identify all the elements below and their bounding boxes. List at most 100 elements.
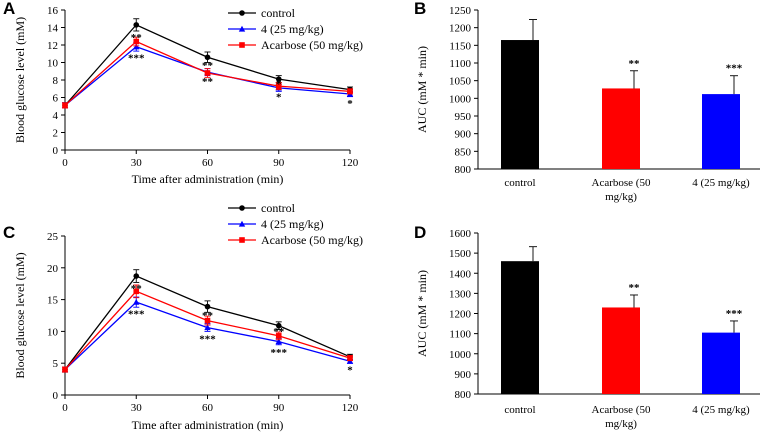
significance-label: * (347, 98, 353, 110)
significance-label: *** (271, 347, 288, 359)
significance-label: ** (629, 282, 641, 294)
legend-label: Acarbose (50 mg/kg) (261, 233, 363, 247)
y-tick-label: 950 (455, 111, 472, 123)
y-tick-label: 1050 (449, 76, 472, 88)
significance-label: ** (202, 310, 214, 322)
y-tick-label: 900 (455, 129, 472, 141)
data-point (347, 355, 353, 361)
category-label: 4 (25 mg/kg) (692, 177, 750, 189)
bar (602, 88, 640, 169)
x-tick-label: 120 (342, 157, 359, 169)
y-tick-label: 16 (47, 5, 59, 17)
significance-label: *** (726, 63, 743, 75)
y-tick-label: 800 (455, 164, 472, 176)
y-tick-label: 850 (455, 146, 472, 158)
y-tick-label: 8 (53, 75, 59, 87)
x-tick-label: 60 (202, 402, 214, 414)
bar-chart-d: D 800 900 1000 1100 1200 1300 1400 1500 1600 AUC (… (414, 223, 760, 430)
y-tick-label: 10 (47, 58, 59, 70)
y-axis-title: AUC (mM * min) (415, 270, 429, 357)
category-label: 4 (25 mg/kg) (692, 404, 750, 416)
data-point (204, 54, 211, 61)
y-tick-label: 1300 (449, 288, 472, 300)
y-tick-label: 1200 (449, 23, 472, 35)
significance-label: *** (128, 52, 145, 64)
data-point (275, 338, 282, 345)
panel-letter: A (3, 0, 15, 18)
significance-label: * (276, 92, 282, 104)
significance-label: ** (202, 60, 214, 72)
y-tick-label: 5 (53, 358, 59, 370)
x-tick-label: 0 (62, 402, 68, 414)
significance-label: ** (629, 58, 641, 70)
legend-marker (238, 25, 246, 32)
data-point (275, 83, 282, 89)
significance-label: *** (128, 309, 145, 321)
data-point (133, 288, 140, 295)
y-tick-label: 20 (47, 263, 59, 275)
y-axis-title: Blood glucose level (mM) (13, 252, 27, 378)
y-tick-label: 10 (47, 326, 59, 338)
x-tick-label: 90 (273, 402, 285, 414)
y-tick-label: 12 (47, 40, 58, 52)
legend-marker (239, 205, 245, 211)
y-tick-label: 6 (53, 93, 59, 105)
x-tick-label: 120 (342, 402, 359, 414)
data-point (62, 102, 68, 109)
data-point (204, 317, 211, 324)
x-tick-label: 0 (62, 157, 68, 169)
bar (602, 307, 640, 394)
bar (702, 94, 740, 169)
category-label: control (504, 177, 535, 189)
data-point (133, 22, 140, 28)
y-tick-label: 14 (47, 23, 59, 35)
panel-letter: D (414, 223, 426, 242)
legend-label: control (261, 201, 296, 215)
y-tick-label: 2 (53, 128, 59, 140)
y-tick-label: 800 (455, 389, 472, 401)
y-tick-label: 1100 (449, 58, 471, 70)
data-point (133, 43, 140, 50)
legend-label: 4 (25 mg/kg) (261, 22, 324, 36)
data-point (133, 38, 140, 45)
data-point (204, 324, 211, 331)
bar-chart-b: B 800 850 900 950 1000 1050 1100 1150 1200 1250 AUC… (414, 0, 760, 203)
category-label: mg/kg) (605, 191, 637, 203)
legend-label: control (261, 6, 296, 20)
line-chart-c: C 0 5 10 15 20 25 0 30 60 90 120 Time after administ… (3, 201, 363, 432)
legend-marker (239, 10, 245, 16)
category-label: Acarbose (50 (592, 404, 651, 416)
significance-label: ** (131, 32, 143, 44)
data-point (347, 88, 353, 95)
x-tick-label: 30 (131, 157, 143, 169)
y-axis-title: AUC (mM * min) (415, 46, 429, 133)
significance-label: *** (199, 333, 216, 345)
data-point (204, 303, 211, 310)
panel-letter: C (3, 223, 15, 242)
significance-label: * (276, 79, 282, 91)
x-tick-label: 30 (131, 402, 143, 414)
y-tick-label: 1150 (449, 40, 471, 52)
bar (501, 261, 539, 394)
y-tick-label: 0 (53, 390, 59, 402)
legend-marker (239, 42, 245, 48)
x-tick-label: 90 (273, 157, 285, 169)
category-label: Acarbose (50 (592, 177, 651, 189)
category-label: control (504, 404, 535, 416)
significance-label: * (347, 365, 353, 377)
legend-label: 4 (25 mg/kg) (261, 217, 324, 231)
legend-marker (239, 237, 245, 243)
y-tick-label: 15 (47, 295, 59, 307)
line-chart-a: A 0 2 4 6 8 10 12 14 16 0 30 60 90 120 Time after admin… (3, 0, 363, 186)
bar (702, 332, 740, 394)
data-point (133, 298, 140, 305)
significance-label: ** (202, 76, 214, 88)
y-axis-title: Blood glucose level (mM) (13, 17, 27, 143)
y-tick-label: 4 (53, 110, 59, 122)
significance-label: ** (273, 326, 285, 338)
x-axis-title: Time after administration (min) (132, 172, 284, 186)
y-tick-label: 1000 (449, 349, 472, 361)
legend-marker (238, 220, 246, 227)
data-point (62, 366, 68, 373)
